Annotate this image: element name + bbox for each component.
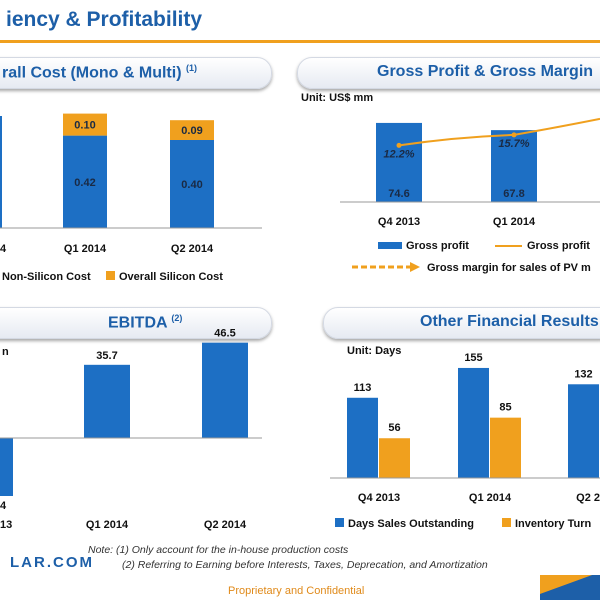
cost-panel-title: rall Cost (Mono & Multi) (1) [2, 63, 197, 82]
gross-legend-label: Gross profit [406, 240, 469, 252]
ebitda-panel-title-text: EBITDA [108, 314, 167, 332]
ebitda-value-label: 4 [0, 500, 7, 512]
other-bar-inventory [379, 438, 410, 478]
ebitda-category-label: Q2 2014 [204, 519, 247, 531]
ebitda-bar [0, 438, 13, 496]
gross-bar [376, 122, 422, 202]
cost-category-label: Q2 2014 [171, 243, 214, 255]
gross-margin-label: 12.2% [383, 148, 414, 160]
ebitda-category-label: 13 [0, 519, 12, 531]
other-category-label: Q1 2014 [469, 492, 512, 504]
cost-bar-non-silicon [63, 135, 107, 228]
cost-legend-swatch [106, 271, 115, 280]
cost-bar-silicon [170, 120, 214, 140]
cost-value-label: 0.42 [74, 177, 95, 189]
other-panel-title: Other Financial Results [420, 313, 599, 330]
gross-margin-point [511, 132, 517, 138]
gross-panel-title: Gross Profit & Gross Margin [377, 63, 594, 80]
footnote-line-2: (2) Referring to Earning before Interest… [122, 559, 488, 571]
other-panel-header [323, 307, 600, 339]
ebitda-panel-title-sup: (2) [171, 313, 183, 323]
footer-url[interactable]: LAR.COM [10, 554, 94, 571]
cost-bar-non-silicon [0, 116, 2, 228]
other-bar-dso [347, 397, 378, 478]
cost-panel-header [0, 57, 272, 89]
other-category-label: Q4 2013 [358, 492, 400, 504]
gross-legend-arrow [410, 262, 420, 272]
cost-value-label: 0.40 [181, 179, 202, 191]
gross-unit-label: Unit: US$ mm [301, 92, 373, 104]
other-value-label: 155 [464, 352, 482, 364]
ebitda-bar [202, 342, 248, 438]
other-value-label: 113 [354, 382, 372, 394]
ebitda-unit-label: n [2, 346, 9, 358]
cost-panel-title-text: rall Cost (Mono & Multi) [2, 64, 182, 82]
gross-value-label: 67.8 [503, 188, 524, 200]
gross-panel-header [297, 57, 600, 89]
cost-value-label: 0.10 [74, 120, 95, 132]
footer-decoration [540, 575, 600, 600]
other-bar-dso [568, 384, 599, 478]
other-bar-dso [458, 367, 489, 478]
footer-confidential: Proprietary and Confidential [228, 585, 365, 597]
footnote-line-1: Note: (1) Only account for the in-house … [88, 544, 349, 556]
other-value-label: 56 [388, 422, 400, 434]
ebitda-value-label: 35.7 [96, 350, 117, 362]
ebitda-bar [84, 364, 130, 438]
gross-legend-label: Gross profit [527, 240, 590, 252]
gross-value-label: 74.6 [388, 188, 409, 200]
cost-category-label: 4 [0, 243, 7, 255]
other-value-label: 85 [499, 402, 511, 414]
cost-bar-silicon [63, 113, 107, 136]
other-legend-label: Days Sales Outstanding [348, 518, 474, 530]
cost-legend-label: Overall Silicon Cost [119, 271, 223, 283]
ebitda-category-label: Q1 2014 [86, 519, 129, 531]
other-legend-label: Inventory Turn [515, 518, 591, 530]
gross-bar [491, 130, 537, 202]
ebitda-panel-header [0, 307, 272, 339]
gross-legend-swatch [378, 242, 402, 249]
ebitda-value-label: 46.5 [214, 328, 235, 340]
cost-bar-non-silicon [170, 140, 214, 228]
other-value-label: 132 [574, 368, 592, 380]
gross-category-label: Q1 2014 [493, 216, 536, 228]
gross-category-label: Q4 2013 [378, 216, 420, 228]
cost-value-label: 0.09 [181, 125, 202, 137]
slide-title: iency & Profitability [6, 8, 203, 31]
other-legend-swatch [335, 518, 344, 527]
cost-legend-label: Non-Silicon Cost [2, 271, 91, 283]
other-unit-label: Unit: Days [347, 345, 401, 357]
gross-margin-label: 15.7% [498, 138, 529, 150]
gross-legend-label: Gross margin for sales of PV m [427, 262, 591, 274]
ebitda-panel-title: EBITDA (2) [108, 313, 182, 332]
other-legend-swatch [502, 518, 511, 527]
cost-panel-title-sup: (1) [185, 63, 197, 73]
other-category-label: Q2 2 [576, 492, 600, 504]
other-bar-inventory [490, 417, 521, 478]
title-divider [0, 40, 600, 43]
gross-margin-point [396, 142, 402, 148]
cost-category-label: Q1 2014 [64, 243, 107, 255]
